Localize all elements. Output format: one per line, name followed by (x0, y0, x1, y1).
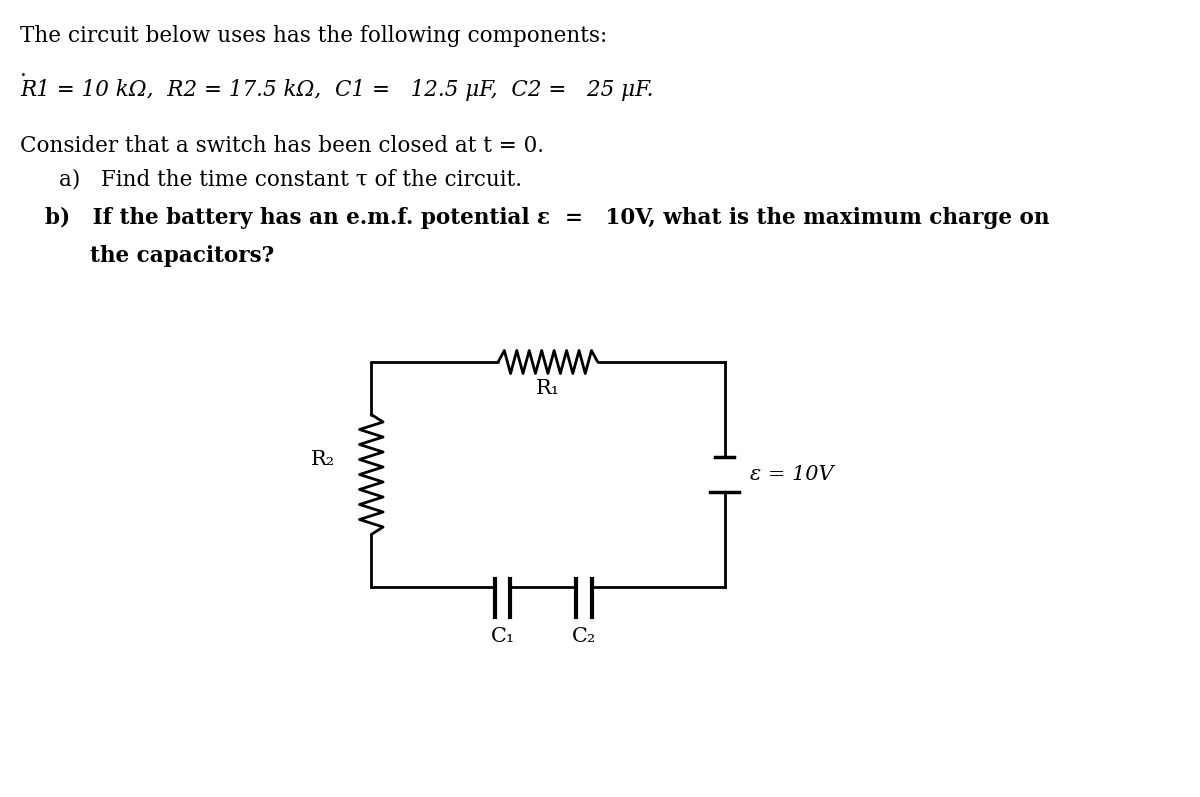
Text: ε = 10V: ε = 10V (750, 465, 834, 484)
Text: the capacitors?: the capacitors? (46, 245, 275, 267)
Text: R₁: R₁ (536, 379, 560, 398)
Text: .: . (20, 59, 26, 81)
Text: R1 = 10 kΩ,  R2 = 17.5 kΩ,  C1 =   12.5 μF,  C2 =   25 μF.: R1 = 10 kΩ, R2 = 17.5 kΩ, C1 = 12.5 μF, … (20, 79, 654, 101)
Text: C₂: C₂ (572, 627, 596, 646)
Text: a)   Find the time constant τ of the circuit.: a) Find the time constant τ of the circu… (59, 169, 522, 191)
Text: b)   If the battery has an e.m.f. potential ε  =   10V, what is the maximum char: b) If the battery has an e.m.f. potentia… (46, 207, 1050, 229)
Text: C₁: C₁ (491, 627, 515, 646)
Text: The circuit below uses has the following components:: The circuit below uses has the following… (20, 25, 607, 47)
Text: Consider that a switch has been closed at t = 0.: Consider that a switch has been closed a… (20, 135, 544, 157)
Text: R₂: R₂ (311, 450, 335, 469)
